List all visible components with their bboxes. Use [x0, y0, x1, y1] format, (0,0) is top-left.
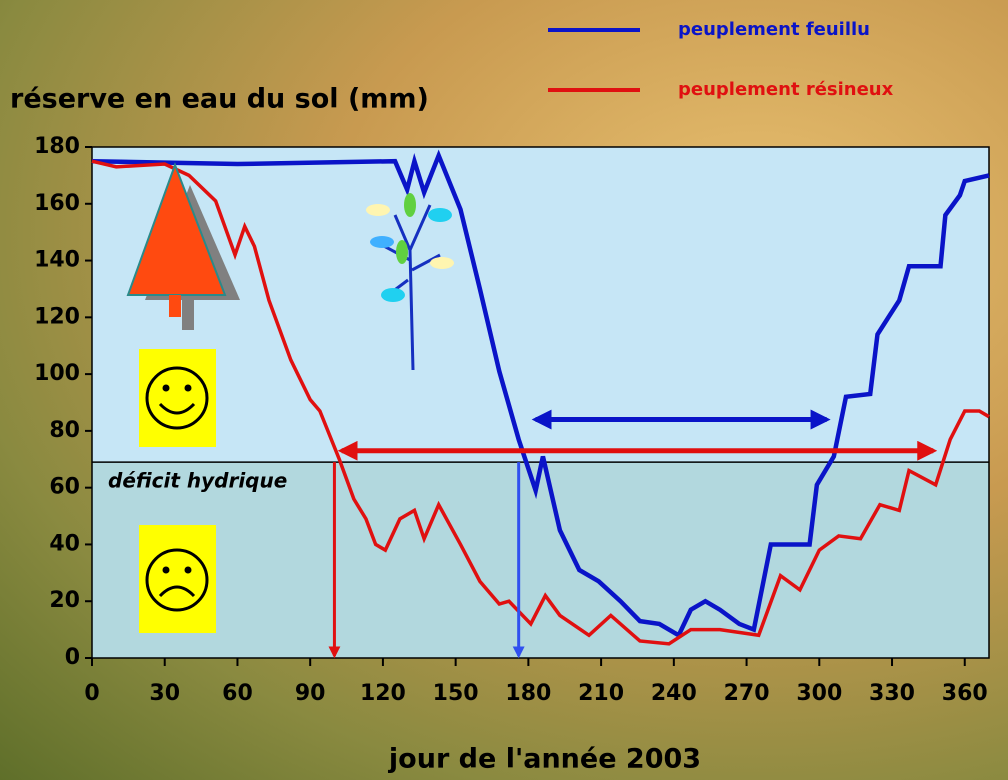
y-tick-label: 60 [49, 475, 80, 500]
deficit-area [92, 462, 989, 658]
x-tick-label: 240 [651, 681, 697, 706]
x-tick-label: 180 [505, 681, 551, 706]
x-tick-label: 90 [295, 681, 326, 706]
happy-icon [139, 349, 216, 447]
sad-icon [139, 525, 216, 633]
x-tick-label: 300 [796, 681, 842, 706]
y-tick-label: 140 [34, 248, 80, 273]
legend-label: peuplement résineux [678, 79, 894, 100]
x-tick-label: 120 [360, 681, 406, 706]
y-tick-label: 80 [49, 418, 80, 443]
x-tick-label: 210 [578, 681, 624, 706]
x-tick-label: 360 [942, 681, 988, 706]
x-tick-label: 270 [724, 681, 770, 706]
legend-label: peuplement feuillu [678, 19, 870, 40]
x-axis-title: jour de l'année 2003 [388, 744, 701, 775]
conifer-icon [126, 162, 240, 330]
x-tick-label: 30 [149, 681, 180, 706]
x-tick-label: 330 [869, 681, 915, 706]
y-tick-label: 120 [34, 304, 80, 329]
y-axis-title: réserve en eau du sol (mm) [10, 84, 429, 115]
x-tick-label: 0 [84, 681, 99, 706]
plot-area [92, 147, 989, 463]
series-line [91, 149, 990, 639]
y-tick-label: 0 [65, 645, 80, 670]
y-tick-label: 40 [49, 531, 80, 556]
x-tick-label: 60 [222, 681, 253, 706]
y-tick-label: 180 [34, 134, 80, 159]
y-tick-label: 20 [49, 588, 80, 613]
series-line [91, 159, 990, 646]
x-tick-label: 150 [433, 681, 479, 706]
y-tick-label: 100 [34, 361, 80, 386]
plot-frame [91, 146, 990, 659]
threshold-label: déficit hydrique [108, 469, 287, 493]
y-tick-label: 160 [34, 191, 80, 216]
deciduous-icon [366, 193, 454, 371]
